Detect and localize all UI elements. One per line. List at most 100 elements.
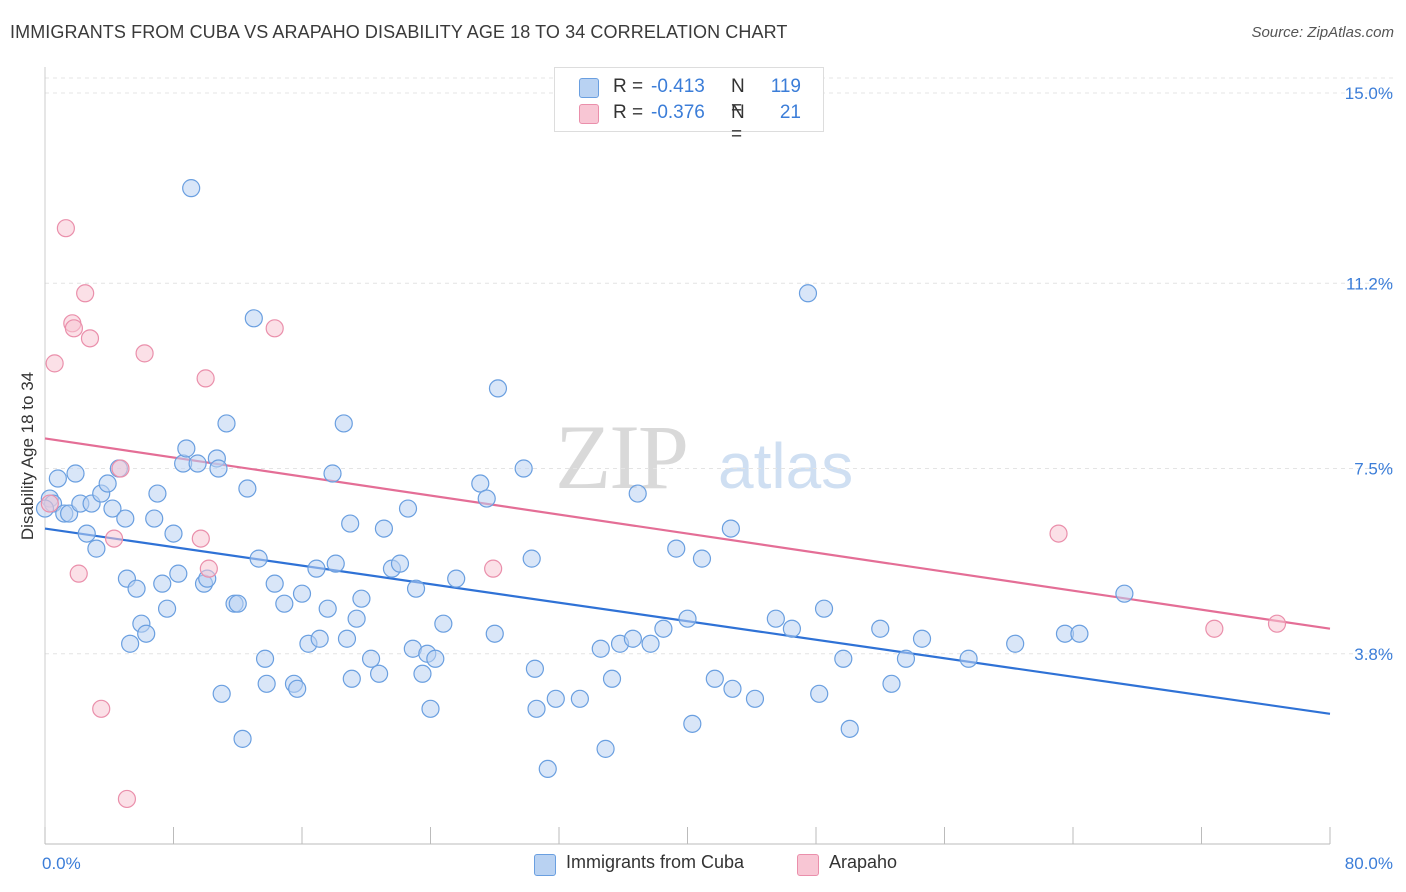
- cuba-point: [798, 284, 818, 303]
- cuba-point: [337, 629, 357, 648]
- cuba-point: [98, 474, 117, 493]
- cuba-point: [212, 684, 231, 703]
- cuba-point: [654, 619, 673, 638]
- cuba-point: [137, 624, 156, 643]
- x-axis-ticks: [44, 827, 1331, 844]
- r-value: -0.376: [651, 102, 705, 123]
- cuba-point: [116, 509, 135, 528]
- cuba-point: [153, 574, 172, 593]
- cuba-point: [169, 564, 188, 583]
- arapaho-point: [265, 319, 284, 338]
- cuba-point: [233, 729, 252, 748]
- cuba-point: [310, 629, 329, 648]
- cuba-point: [721, 519, 740, 538]
- cuba-point: [406, 579, 426, 598]
- cuba-point: [488, 379, 508, 398]
- cuba-point: [546, 689, 565, 708]
- cuba-point: [157, 599, 177, 618]
- y-axis-tick-labels: 3.8% 7.5% 11.2% 15.0%: [1345, 84, 1393, 664]
- arapaho-point: [196, 369, 215, 388]
- cuba-point: [426, 649, 445, 668]
- legend-label-arapaho: Arapaho: [829, 852, 898, 872]
- cuba-point: [912, 629, 932, 648]
- chart-title: IMMIGRANTS FROM CUBA VS ARAPAHO DISABILI…: [10, 22, 788, 42]
- cuba-point: [485, 624, 504, 643]
- arapaho-point: [104, 529, 124, 548]
- cuba-point: [896, 649, 916, 668]
- cuba-point: [782, 619, 802, 638]
- arapaho-point: [80, 329, 100, 348]
- arapaho-swatch: [579, 104, 599, 124]
- cuba-point: [341, 514, 360, 533]
- legend-swatch-arapaho: [797, 854, 819, 876]
- arapaho-point: [76, 284, 95, 303]
- arapaho-point: [111, 459, 130, 478]
- cuba-point: [390, 554, 410, 573]
- grid-lines: [45, 77, 1395, 655]
- arapaho-point: [1267, 614, 1287, 633]
- x-axis-tick-labels: 0.0% 80.0%: [42, 854, 1393, 873]
- cuba-point: [374, 519, 394, 538]
- cuba-point: [361, 649, 381, 668]
- source-label: Source: ZipAtlas.com: [1251, 24, 1394, 41]
- x-tick-label-max: 80.0%: [1345, 854, 1393, 873]
- y-tick-label: 15.0%: [1345, 84, 1393, 103]
- cuba-point: [705, 669, 724, 688]
- cuba-point: [370, 664, 389, 683]
- n-value: 21: [779, 102, 801, 123]
- cuba-point: [602, 669, 622, 688]
- arapaho-point: [117, 789, 137, 809]
- arapaho-point: [69, 564, 88, 583]
- watermark-atlas: atlas: [718, 430, 853, 502]
- cuba-point: [591, 639, 610, 658]
- cuba-point: [447, 569, 466, 588]
- n-label: N =: [731, 76, 745, 119]
- cuba-point: [1006, 634, 1025, 653]
- y-tick-label: 3.8%: [1354, 645, 1393, 664]
- cuba-point: [292, 584, 312, 603]
- cuba-point: [678, 609, 697, 628]
- x-tick-label-min: 0.0%: [42, 854, 81, 873]
- cuba-point: [834, 649, 853, 668]
- cuba-point: [342, 669, 361, 688]
- cuba-point: [209, 459, 228, 478]
- arapaho-point: [135, 344, 154, 363]
- cuba-point: [244, 309, 263, 328]
- cuba-point: [814, 599, 834, 618]
- cuba-point: [570, 689, 589, 708]
- cuba-point: [723, 679, 742, 698]
- cuba-point: [1115, 584, 1134, 603]
- cuba-point: [217, 414, 236, 433]
- cuba-point: [514, 459, 533, 478]
- cuba-point: [667, 539, 686, 558]
- cuba-point: [77, 524, 96, 543]
- cuba-point: [766, 609, 785, 628]
- y-tick-label: 11.2%: [1346, 274, 1393, 293]
- cuba-point: [145, 509, 164, 528]
- cuba-point: [421, 699, 440, 718]
- cuba-point: [188, 454, 207, 473]
- cuba-point: [103, 499, 122, 518]
- n-label: N =: [731, 102, 745, 145]
- cuba-point: [413, 664, 432, 683]
- cuba-point: [182, 179, 201, 198]
- cuba-point: [334, 414, 353, 433]
- y-tick-label: 7.5%: [1354, 460, 1393, 479]
- n-value: 119: [770, 76, 801, 97]
- cuba-point: [257, 674, 276, 693]
- arapaho-point: [64, 319, 84, 338]
- cuba-point: [228, 594, 247, 613]
- cuba-point: [318, 599, 337, 618]
- correlation-stats-box: R = -0.413 N = 119 R = -0.376 N = 21: [554, 67, 824, 145]
- arapaho-point: [484, 559, 503, 578]
- cuba-point: [840, 719, 859, 738]
- arapaho-point: [1049, 524, 1068, 543]
- cuba-point: [265, 574, 284, 593]
- r-value: -0.413: [651, 76, 705, 97]
- cuba-point: [398, 499, 418, 518]
- cuba-point: [323, 464, 342, 483]
- cuba-point: [527, 699, 546, 718]
- cuba-point: [623, 629, 642, 648]
- cuba-point: [628, 484, 647, 503]
